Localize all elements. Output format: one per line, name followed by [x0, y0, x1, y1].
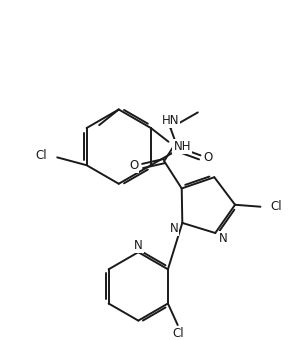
Text: N: N [219, 232, 228, 245]
Text: O: O [203, 151, 212, 164]
Text: O: O [129, 159, 138, 172]
Text: Cl: Cl [270, 200, 282, 213]
Text: Cl: Cl [36, 149, 47, 162]
Text: N: N [170, 222, 178, 235]
Text: N: N [134, 239, 143, 252]
Text: Cl: Cl [172, 327, 184, 340]
Text: NH: NH [173, 140, 191, 153]
Text: HN: HN [162, 114, 179, 127]
